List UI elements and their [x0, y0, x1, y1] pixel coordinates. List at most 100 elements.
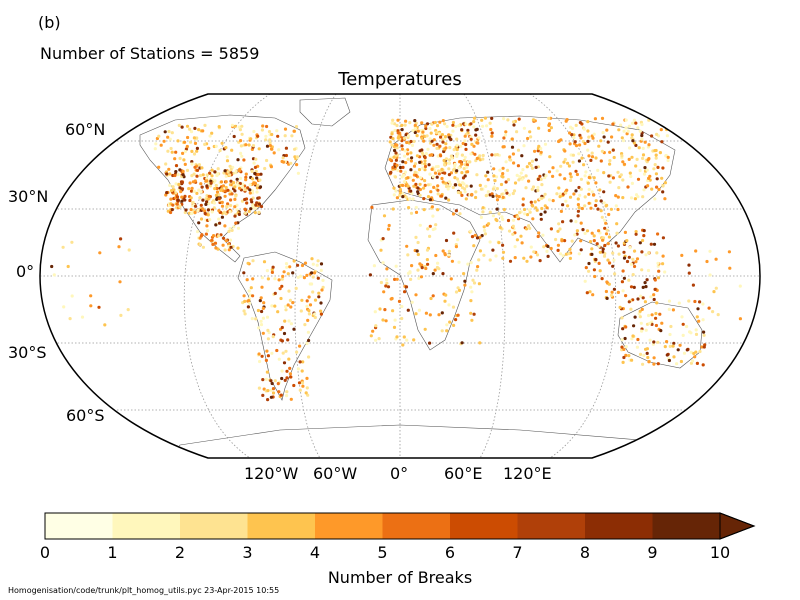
station-marker	[456, 313, 460, 317]
station-marker	[498, 168, 502, 172]
station-marker	[391, 118, 395, 122]
station-marker	[640, 133, 644, 138]
station-marker	[295, 163, 299, 167]
station-marker	[420, 136, 424, 140]
station-marker	[601, 247, 605, 251]
station-marker	[629, 174, 633, 179]
station-marker	[558, 173, 562, 177]
station-marker	[170, 189, 174, 193]
station-marker	[235, 177, 239, 181]
station-marker	[543, 192, 547, 196]
station-marker	[440, 329, 444, 333]
station-marker	[201, 245, 205, 249]
station-marker	[641, 362, 645, 366]
station-marker	[602, 135, 606, 139]
station-marker	[180, 199, 184, 203]
station-marker	[440, 176, 444, 181]
station-marker	[193, 126, 197, 130]
station-marker	[218, 221, 222, 225]
station-marker	[292, 129, 296, 133]
station-marker	[462, 272, 466, 276]
station-marker	[247, 299, 251, 303]
station-marker	[227, 229, 231, 234]
station-marker	[529, 163, 533, 168]
station-marker	[127, 248, 131, 252]
station-marker	[224, 146, 228, 150]
station-marker	[191, 201, 195, 205]
station-marker	[656, 340, 660, 344]
station-marker	[234, 169, 238, 173]
station-marker	[678, 343, 682, 347]
station-marker	[439, 135, 443, 139]
station-marker	[700, 345, 704, 349]
station-marker	[284, 262, 289, 266]
station-marker	[228, 210, 232, 214]
station-marker	[303, 261, 308, 265]
station-marker	[228, 227, 232, 231]
station-marker	[645, 347, 650, 351]
station-marker	[597, 144, 601, 148]
station-marker	[499, 182, 504, 187]
station-marker	[296, 275, 300, 279]
colorbar-tick-label: 9	[647, 543, 658, 562]
station-marker	[447, 133, 451, 137]
station-marker	[629, 262, 634, 266]
station-marker	[426, 195, 431, 199]
station-marker	[453, 176, 457, 180]
station-marker	[403, 149, 407, 153]
station-marker	[259, 296, 263, 300]
station-marker	[407, 134, 411, 138]
station-marker	[516, 164, 521, 168]
station-marker	[481, 157, 485, 161]
station-marker	[682, 351, 687, 355]
station-marker	[463, 174, 467, 178]
station-marker	[431, 294, 435, 298]
station-marker	[627, 124, 631, 128]
station-marker	[411, 197, 415, 201]
station-marker	[636, 126, 640, 130]
station-marker	[248, 183, 252, 187]
station-marker	[538, 259, 542, 263]
station-marker	[212, 234, 216, 238]
station-marker	[299, 309, 303, 313]
station-marker	[399, 169, 403, 173]
station-marker	[246, 186, 250, 190]
station-marker	[633, 315, 637, 319]
station-marker	[246, 261, 250, 265]
station-marker	[217, 193, 221, 197]
station-marker	[238, 186, 242, 190]
station-marker	[449, 154, 453, 158]
station-marker	[282, 361, 287, 365]
station-marker	[650, 313, 654, 317]
station-marker	[585, 229, 590, 233]
station-marker	[273, 291, 277, 295]
station-marker	[600, 149, 605, 153]
station-marker	[554, 237, 558, 242]
station-marker	[437, 169, 441, 173]
station-marker	[545, 249, 549, 253]
station-marker	[280, 284, 284, 288]
station-marker	[660, 176, 664, 180]
station-marker	[208, 171, 212, 175]
station-marker	[415, 134, 419, 138]
station-marker	[442, 149, 446, 154]
station-marker	[97, 305, 101, 309]
station-marker	[659, 128, 663, 132]
station-marker	[260, 354, 264, 358]
station-marker	[241, 182, 245, 186]
station-marker	[597, 229, 601, 233]
station-marker	[224, 239, 228, 243]
station-marker	[279, 393, 283, 397]
station-marker	[666, 155, 670, 159]
station-marker	[568, 247, 572, 251]
colorbar-segment	[585, 513, 653, 539]
station-marker	[201, 129, 205, 133]
station-marker	[616, 290, 621, 294]
station-marker	[381, 261, 385, 265]
station-marker	[214, 183, 218, 188]
station-marker	[611, 251, 615, 255]
station-marker	[178, 186, 182, 190]
station-marker	[531, 204, 535, 208]
station-marker	[378, 307, 382, 311]
station-marker	[404, 285, 409, 289]
